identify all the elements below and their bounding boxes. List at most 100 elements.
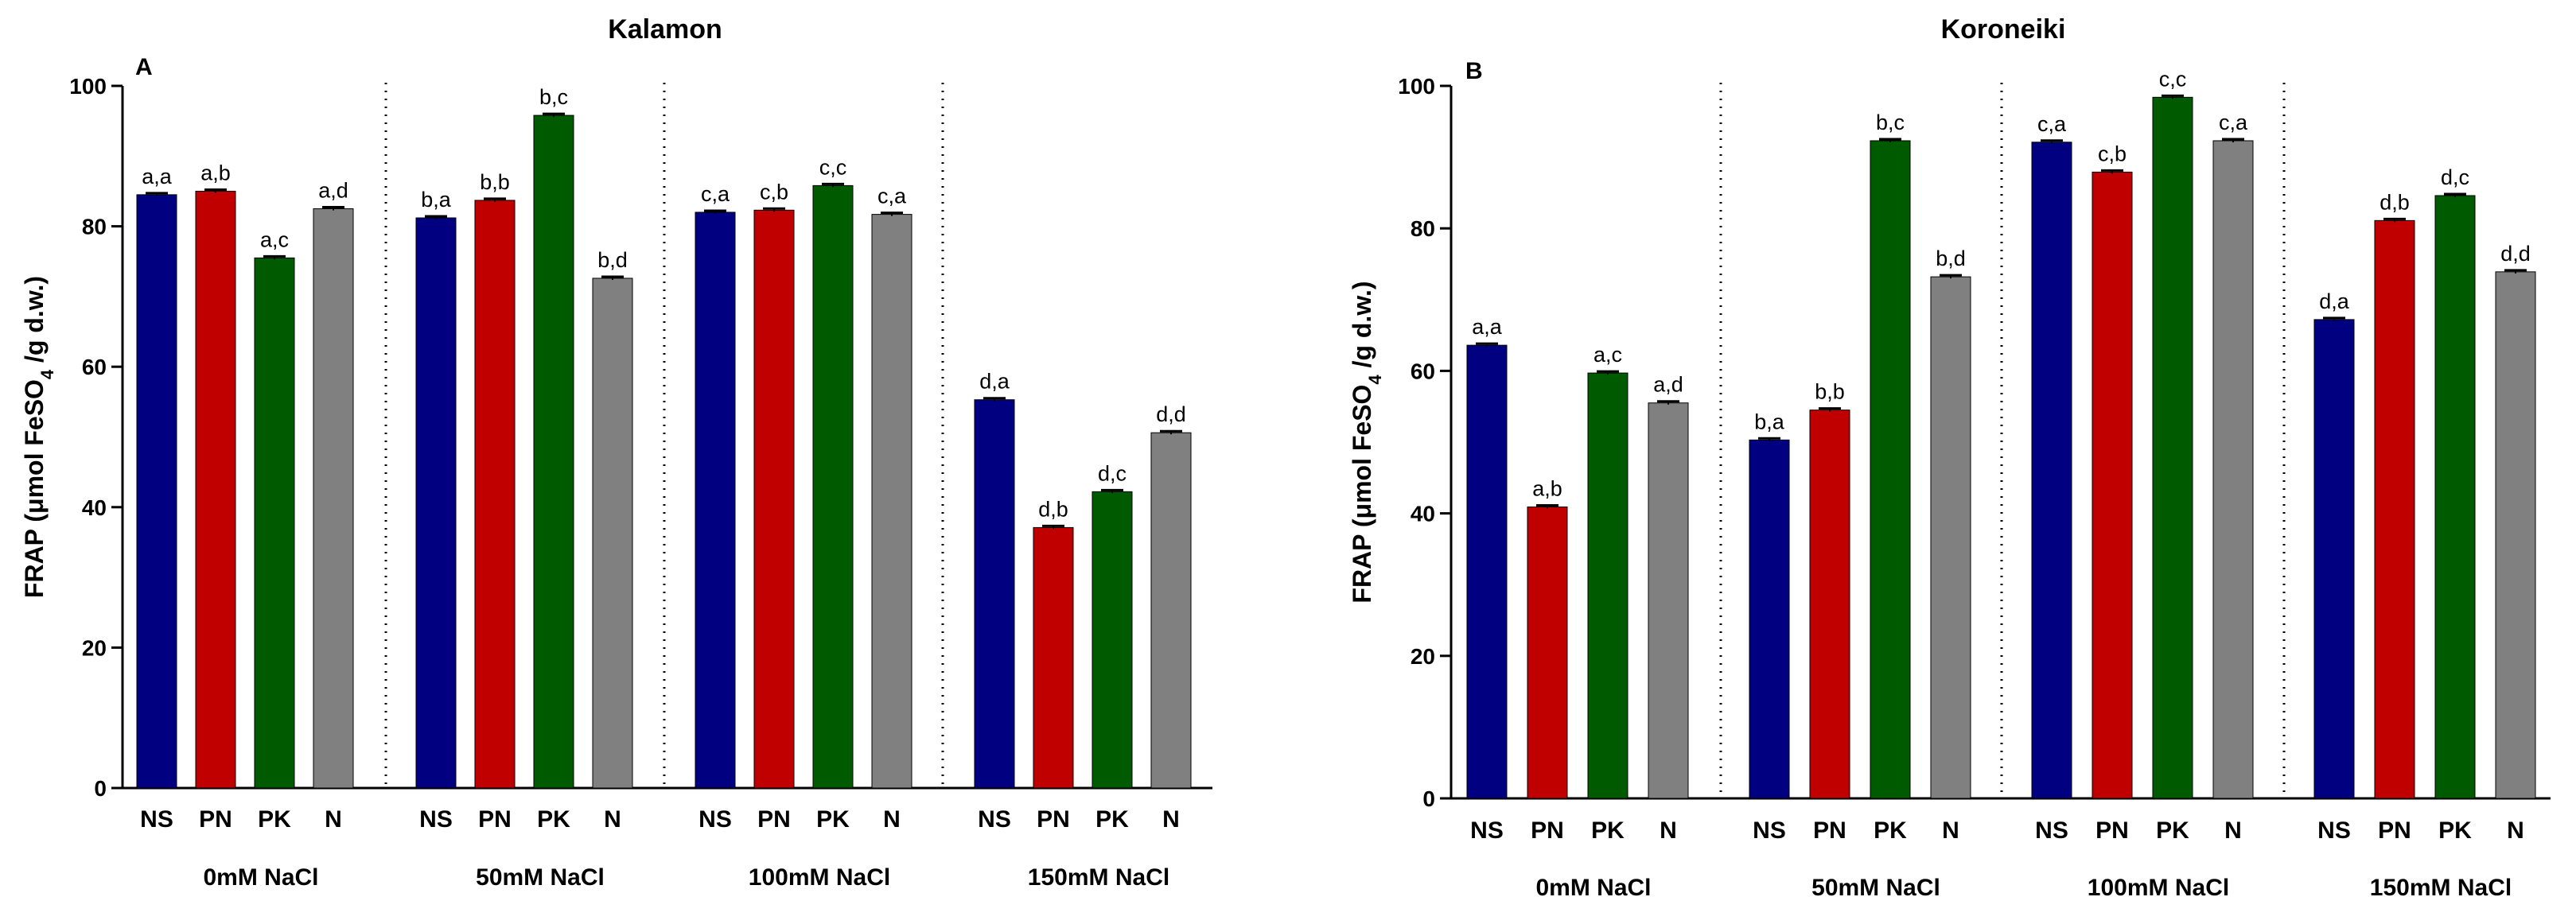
bar-pn: [1033, 526, 1074, 789]
data-label: c,a: [877, 184, 907, 208]
data-label: a,c: [260, 227, 289, 251]
data-label: b,a: [1754, 410, 1785, 433]
x-tick-label: N: [883, 806, 901, 833]
data-label: d,c: [2441, 165, 2469, 189]
group-label: 50mM NaCl: [1811, 875, 1940, 901]
x-tick-label: NS: [419, 806, 453, 833]
bar-ns: [1749, 439, 1790, 799]
bar-pk: [1587, 372, 1628, 799]
bar-pk: [1870, 140, 1911, 799]
y-tick-label: 100: [1398, 74, 1435, 99]
data-label: c,b: [760, 180, 788, 204]
bar-pn: [474, 200, 516, 789]
data-label: c,c: [819, 155, 847, 179]
data-label: d,a: [2319, 289, 2350, 313]
group-label: 150mM NaCl: [2370, 875, 2512, 901]
x-tick-label: NS: [978, 806, 1011, 833]
data-label: d,a: [979, 370, 1010, 394]
bar-ns: [136, 194, 177, 789]
y-tick-label: 80: [1411, 216, 1435, 241]
data-label: a,b: [1532, 477, 1562, 501]
x-tick-label: NS: [698, 806, 732, 833]
x-tick-label: PK: [1591, 817, 1625, 844]
bar-pn: [2374, 219, 2415, 799]
bar-pk: [533, 115, 574, 789]
bar-n: [1150, 432, 1192, 789]
data-label: c,b: [2098, 142, 2127, 165]
group-label: 150mM NaCl: [1028, 864, 1169, 891]
x-tick-label: PN: [757, 806, 791, 833]
x-tick-label: NS: [1753, 817, 1786, 844]
group-label: 0mM NaCl: [1535, 875, 1651, 901]
x-tick-label: N: [325, 806, 342, 833]
bar-n: [1930, 276, 1971, 799]
data-label: c,a: [2037, 112, 2067, 136]
data-label: b,a: [421, 188, 452, 212]
y-tick-label: 20: [82, 635, 107, 660]
x-tick-label: PK: [816, 806, 850, 833]
bar-pk: [1091, 491, 1133, 789]
x-tick-label: PN: [1813, 817, 1846, 844]
y-tick-label: 80: [82, 215, 107, 239]
y-tick-label: 0: [1422, 786, 1435, 811]
data-label: d,d: [2500, 242, 2531, 266]
x-tick-label: N: [1162, 806, 1180, 833]
chart-panel-b: Koroneiki B 0 20 40 60 80 100 FRAP (μmol FeSO4 /…: [1348, 14, 2551, 901]
bar-ns: [415, 217, 457, 789]
x-tick-label: N: [1660, 817, 1677, 844]
panel-letter: B: [1465, 58, 1483, 84]
x-tick-label: N: [2224, 817, 2242, 844]
bar-pk: [2152, 96, 2193, 799]
bar-ns: [695, 212, 736, 789]
data-label: a,b: [200, 161, 231, 184]
chart-title: Koroneiki: [1941, 14, 2066, 45]
bar-n: [2212, 140, 2254, 799]
group-label: 100mM NaCl: [749, 864, 890, 891]
bar-ns: [1466, 344, 1508, 799]
group-label: 0mM NaCl: [203, 864, 318, 891]
data-label: d,d: [1156, 402, 1186, 426]
x-tick-label: PN: [2378, 817, 2411, 844]
y-tick-label: 60: [1411, 359, 1435, 383]
y-tick-label: 100: [69, 74, 107, 99]
x-tick-label: NS: [2317, 817, 2351, 844]
x-tick-label: NS: [2035, 817, 2068, 844]
data-label: a,d: [318, 179, 348, 203]
y-tick-label: 60: [82, 355, 107, 379]
bar-ns: [2313, 319, 2355, 799]
data-label: a,d: [1653, 373, 1683, 397]
x-tick-label: N: [1942, 817, 1959, 844]
x-tick-label: PN: [199, 806, 232, 833]
x-tick-label: PN: [1531, 817, 1564, 844]
x-tick-label: NS: [140, 806, 173, 833]
bar-n: [2495, 271, 2536, 799]
y-tick-label: 40: [82, 495, 107, 520]
bar-pn: [1809, 410, 1850, 799]
x-tick-label: N: [2507, 817, 2524, 844]
data-label: b,c: [539, 85, 568, 109]
bar-n: [313, 208, 354, 789]
x-tick-label: PN: [1037, 806, 1070, 833]
data-label: b,d: [1936, 247, 1966, 270]
panel-letter: A: [135, 54, 153, 80]
x-tick-label: PN: [478, 806, 512, 833]
data-label: c,c: [2159, 67, 2187, 91]
x-tick-label: PK: [1874, 817, 1907, 844]
group-label: 100mM NaCl: [2088, 875, 2229, 901]
data-label: b,d: [597, 248, 628, 272]
bar-pn: [2092, 171, 2133, 799]
data-label: b,c: [1876, 111, 1905, 134]
x-tick-label: PK: [2438, 817, 2472, 844]
bar-pk: [254, 257, 295, 789]
bar-n: [871, 214, 912, 789]
group-label: 50mM NaCl: [476, 864, 605, 891]
bar-ns: [974, 399, 1015, 789]
data-label: d,b: [2379, 190, 2410, 214]
x-tick-label: PK: [258, 806, 291, 833]
x-tick-label: PK: [537, 806, 570, 833]
bar-pk: [2434, 195, 2476, 799]
bar-ns: [2031, 142, 2072, 799]
bar-n: [592, 278, 633, 789]
bar-pn: [1527, 507, 1568, 799]
data-label: a,c: [1593, 343, 1622, 367]
